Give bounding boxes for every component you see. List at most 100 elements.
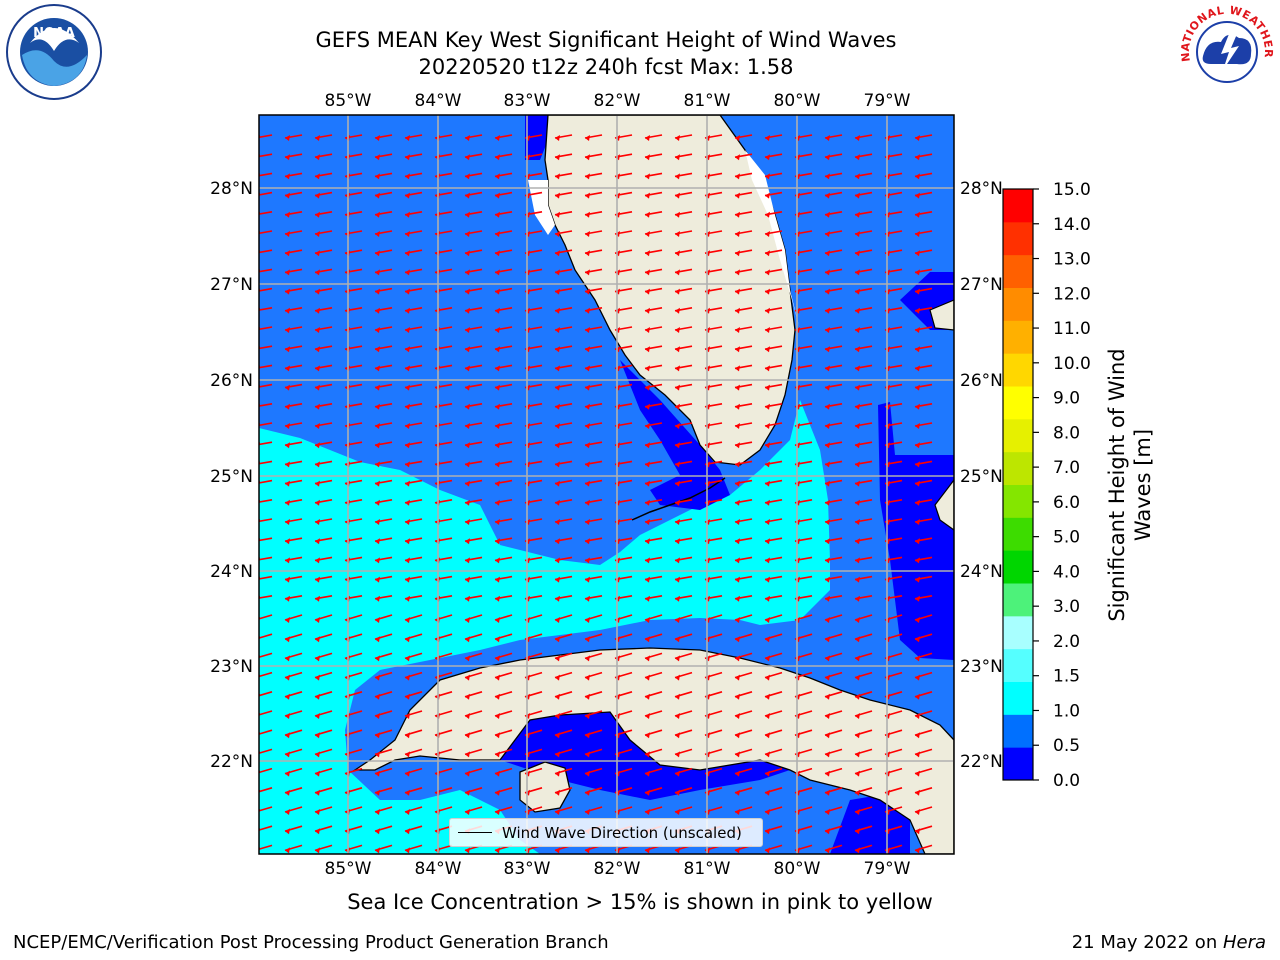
wave-direction-arrowhead — [825, 617, 830, 623]
gridlines — [259, 115, 954, 854]
wave-direction-arrowhead — [855, 828, 860, 835]
wave-direction-arrowhead — [675, 538, 680, 545]
colorbar-segment — [1003, 714, 1033, 748]
wave-direction-arrowhead — [585, 250, 590, 257]
wave-direction-arrowhead — [765, 617, 770, 623]
wave-direction-arrowhead — [765, 423, 770, 429]
wave-direction-arrowhead — [585, 327, 590, 333]
wave-direction-arrowhead — [495, 789, 500, 796]
wave-direction-arrowhead — [645, 288, 650, 295]
wave-direction-arrowhead — [735, 693, 740, 700]
wave-direction-arrowhead — [675, 674, 680, 681]
noaa-logo: NOAA — [5, 3, 103, 105]
wave-direction-arrowhead — [555, 751, 560, 758]
wave-direction-arrowhead — [405, 499, 410, 506]
wave-direction-arrow — [259, 191, 273, 196]
wave-direction-arrowhead — [675, 519, 680, 525]
wave-direction-arrowhead — [465, 365, 470, 372]
wave-direction-arrowhead — [495, 557, 500, 564]
wave-direction-arrowhead — [585, 538, 590, 545]
wave-direction-arrowhead — [495, 674, 500, 681]
lon-tick-bottom: 85°W — [325, 859, 372, 879]
wave-direction-arrowhead — [495, 384, 500, 391]
wave-direction-arrowhead — [405, 461, 410, 468]
wave-direction-arrowhead — [495, 499, 500, 506]
wave-direction-arrowhead — [645, 442, 650, 449]
wave-direction-arrowhead — [315, 442, 320, 449]
wave-direction-arrowhead — [675, 789, 680, 796]
wave-direction-arrowhead — [765, 789, 770, 796]
wave-direction-arrowhead — [495, 770, 500, 777]
wave-direction-arrowhead — [555, 732, 560, 739]
wave-direction-arrowhead — [675, 576, 680, 583]
wave-direction-arrowhead — [375, 461, 380, 468]
wave-direction-arrowhead — [645, 751, 650, 758]
lon-tick-bottom: 82°W — [594, 859, 641, 879]
legend: Wind Wave Direction (unscaled) — [449, 818, 763, 847]
wave-direction-arrowhead — [765, 847, 770, 854]
wave-direction-arrowhead — [735, 461, 740, 468]
wave-direction-arrowhead — [915, 519, 920, 525]
wave-direction-arrowhead — [495, 732, 500, 739]
wave-direction-arrowhead — [495, 231, 500, 237]
wave-direction-arrow — [259, 806, 273, 812]
wave-direction-arrowhead — [645, 655, 650, 662]
wave-direction-arrowhead — [645, 617, 650, 623]
wave-direction-arrow — [259, 748, 273, 755]
wave-direction-arrowhead — [405, 557, 410, 564]
wave-direction-arrowhead — [645, 809, 650, 815]
wave-direction-arrowhead — [375, 211, 380, 218]
wave-direction-arrowhead — [375, 770, 380, 777]
wave-direction-arrowhead — [375, 365, 380, 372]
wave-direction-arrowhead — [585, 231, 590, 237]
wave-direction-arrowhead — [285, 327, 290, 333]
wave-direction-arrowhead — [825, 442, 830, 449]
wave-direction-arrowhead — [375, 173, 380, 180]
wave-direction-arrowhead — [645, 732, 650, 739]
wave-direction-arrowhead — [825, 789, 830, 796]
wave-direction-arrowhead — [315, 423, 320, 429]
wave-direction-arrowhead — [735, 809, 740, 815]
wave-direction-arrowhead — [855, 269, 860, 276]
wave-direction-arrowhead — [585, 403, 590, 410]
wave-direction-arrowhead — [585, 365, 590, 372]
wave-direction-arrowhead — [765, 828, 770, 835]
wave-direction-arrowhead — [585, 655, 590, 662]
wave-direction-arrowhead — [285, 847, 290, 854]
wave-direction-arrowhead — [495, 269, 500, 276]
wave-direction-arrowhead — [405, 770, 410, 777]
wave-direction-arrowhead — [675, 307, 680, 314]
wave-direction-arrowhead — [825, 423, 830, 429]
colorbar-tick-label: 13.0 — [1053, 250, 1091, 270]
colorbar-segment — [1003, 615, 1033, 650]
wave-direction-arrowhead — [645, 192, 650, 199]
wave-direction-arrowhead — [855, 557, 860, 564]
wave-direction-arrowhead — [645, 674, 650, 681]
wave-direction-arrowhead — [765, 576, 770, 583]
wave-direction-arrowhead — [285, 250, 290, 257]
wave-direction-arrowhead — [735, 499, 740, 506]
wave-direction-arrowhead — [675, 713, 680, 719]
wave-direction-arrow — [259, 479, 273, 484]
colorbar-tick-label: 6.0 — [1053, 493, 1080, 513]
wave-direction-arrowhead — [645, 519, 650, 525]
wave-direction-arrowhead — [375, 557, 380, 564]
wave-direction-arrowhead — [645, 307, 650, 314]
lon-tick-top: 84°W — [415, 91, 462, 111]
wave-direction-arrowhead — [735, 789, 740, 796]
wave-direction-arrow — [259, 729, 273, 735]
wave-direction-arrowhead — [675, 365, 680, 372]
wave-direction-arrowhead — [735, 538, 740, 545]
wave-direction-arrowhead — [735, 384, 740, 391]
wave-direction-arrowhead — [855, 655, 860, 662]
wave-direction-arrowhead — [495, 847, 500, 854]
wave-direction-arrowhead — [465, 423, 470, 429]
wave-direction-arrowhead — [495, 519, 500, 525]
wave-direction-arrowhead — [645, 576, 650, 583]
wave-direction-arrowhead — [855, 617, 860, 623]
wave-direction-arrowhead — [495, 135, 500, 141]
wave-direction-arrowhead — [465, 636, 470, 643]
wave-direction-arrowhead — [675, 250, 680, 257]
wave-direction-arrowhead — [555, 636, 560, 643]
wave-direction-arrowhead — [735, 250, 740, 257]
